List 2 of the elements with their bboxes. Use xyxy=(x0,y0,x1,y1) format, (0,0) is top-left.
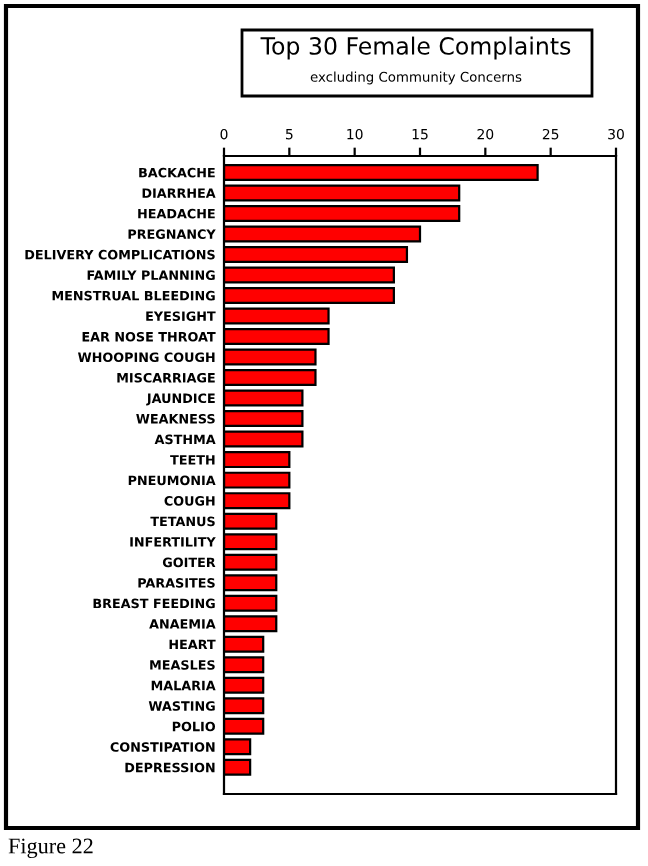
chart-title: Top 30 Female Complaints xyxy=(260,36,571,60)
caption: Figure 22 xyxy=(8,838,93,859)
